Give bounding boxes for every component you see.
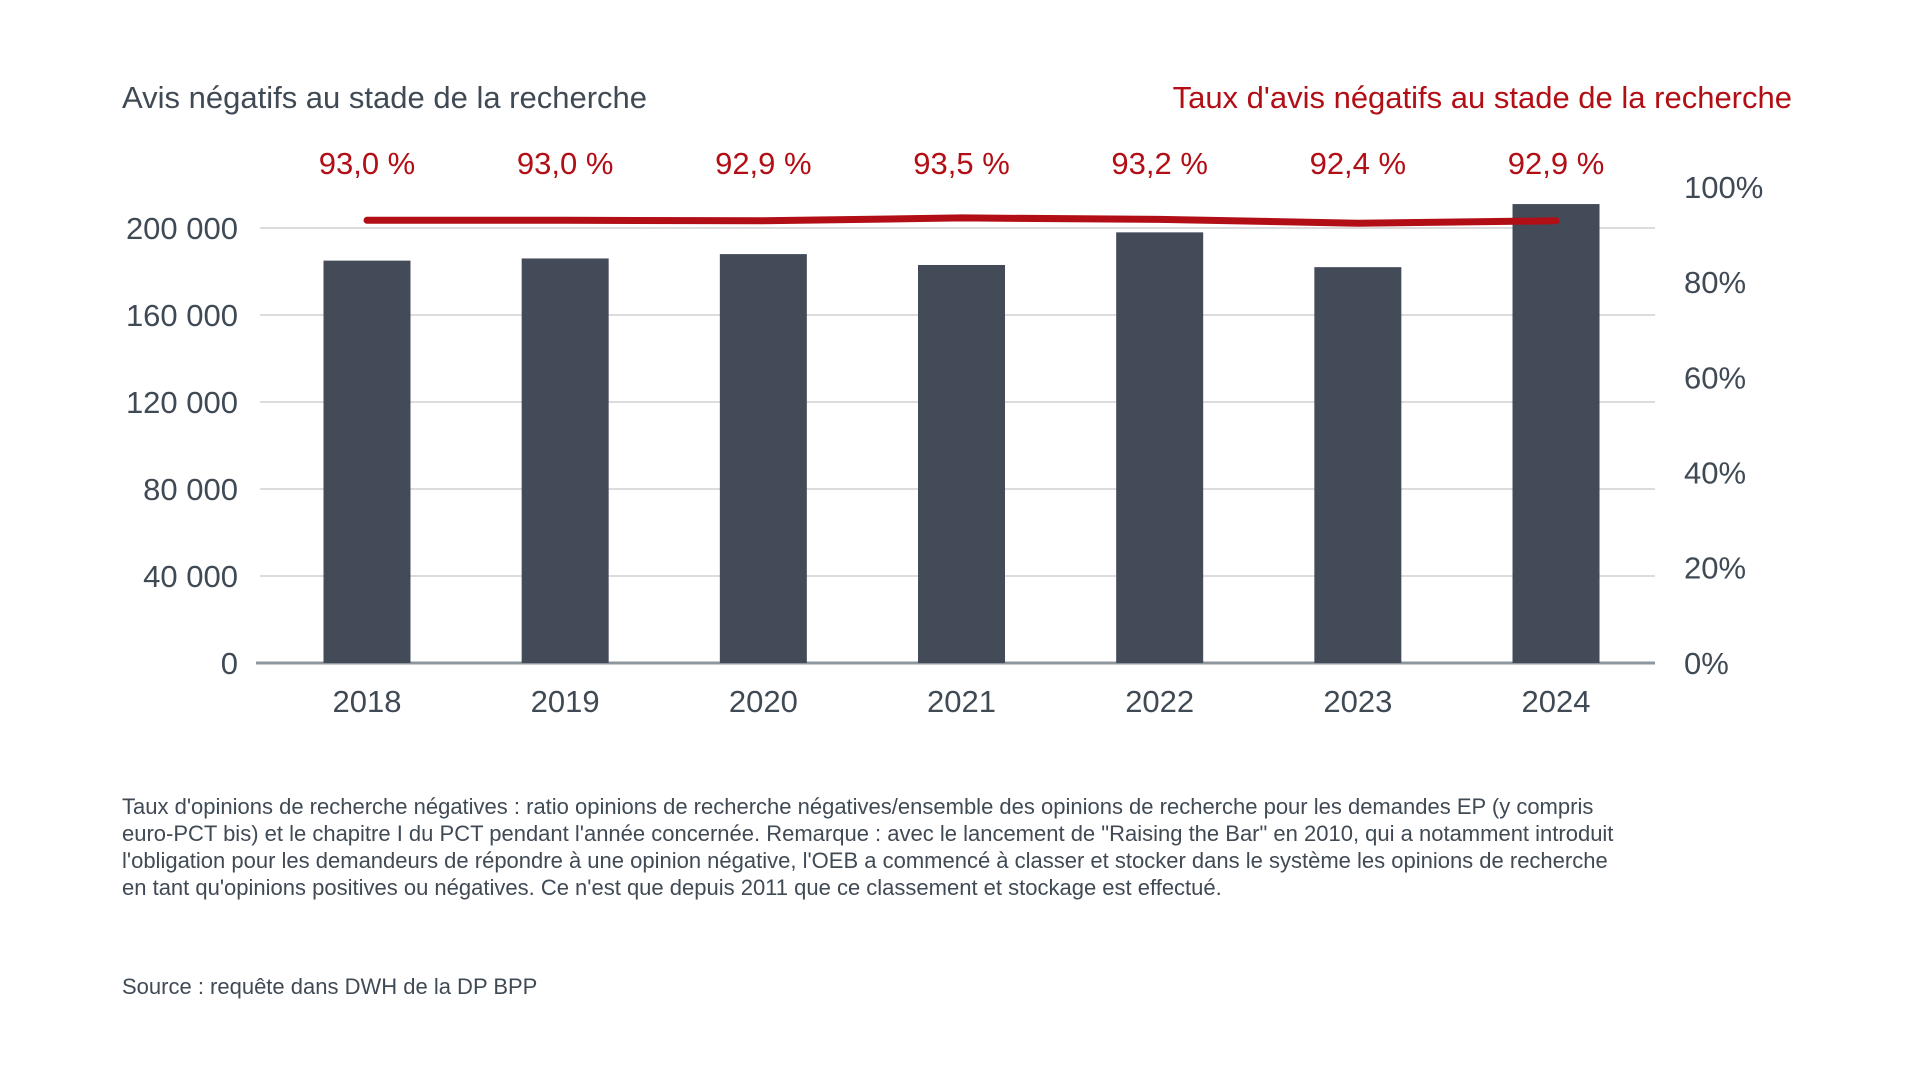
left-axis-tick-label: 160 000	[126, 298, 238, 333]
bar-2019	[521, 258, 609, 663]
left-axis-tick-label: 120 000	[126, 385, 238, 420]
right-axis-tick-label: 0%	[1684, 646, 1729, 681]
rate-point-label: 93,2 %	[1111, 146, 1208, 181]
chart-footnote: Taux d'opinions de recherche négatives :…	[122, 793, 1802, 901]
rate-point-label: 92,4 %	[1310, 146, 1407, 181]
footnote-line: l'obligation pour les demandeurs de répo…	[122, 848, 1608, 873]
bar-2023	[1314, 267, 1402, 663]
rate-line	[363, 214, 1560, 227]
x-axis-category-label: 2024	[1522, 684, 1591, 719]
rate-point-label: 92,9 %	[715, 146, 812, 181]
right-axis-tick-label: 40%	[1684, 455, 1746, 490]
source-note: Source : requête dans DWH de la DP BPP	[122, 974, 538, 999]
left-axis-tick-label: 0	[221, 646, 238, 681]
left-axis-tick-label: 40 000	[143, 559, 238, 594]
x-axis-category-label: 2020	[729, 684, 798, 719]
footnote-line: en tant qu'opinions positives ou négativ…	[122, 875, 1222, 900]
x-axis-category-label: 2022	[1125, 684, 1194, 719]
bar-2021	[918, 264, 1006, 663]
footnote-line: euro-PCT bis) et le chapitre I du PCT pe…	[122, 821, 1614, 846]
right-axis-tick-label: 60%	[1684, 360, 1746, 395]
bar-2020	[719, 254, 807, 663]
bar-2024	[1512, 204, 1600, 663]
rate-point-label: 93,5 %	[913, 146, 1010, 181]
right-axis-tick-label: 100%	[1684, 170, 1763, 205]
bar-2022	[1116, 232, 1204, 663]
line-series-title: Taux d'avis négatifs au stade de la rech…	[1172, 80, 1792, 115]
x-axis-category-label: 2019	[531, 684, 600, 719]
bar-series-title: Avis négatifs au stade de la recherche	[122, 80, 648, 115]
x-axis-category-label: 2021	[927, 684, 996, 719]
x-axis-category-label: 2023	[1323, 684, 1392, 719]
right-axis-tick-label: 80%	[1684, 265, 1746, 300]
footnote-line: Taux d'opinions de recherche négatives :…	[122, 794, 1594, 819]
right-axis-tick-label: 20%	[1684, 551, 1746, 586]
left-axis-tick-label: 80 000	[143, 472, 238, 507]
bar-2018	[323, 260, 411, 663]
x-axis-category-label: 2018	[333, 684, 402, 719]
rate-point-label: 93,0 %	[517, 146, 614, 181]
rate-point-label: 92,9 %	[1508, 146, 1605, 181]
left-axis-tick-label: 200 000	[126, 211, 238, 246]
rate-point-label: 93,0 %	[319, 146, 416, 181]
